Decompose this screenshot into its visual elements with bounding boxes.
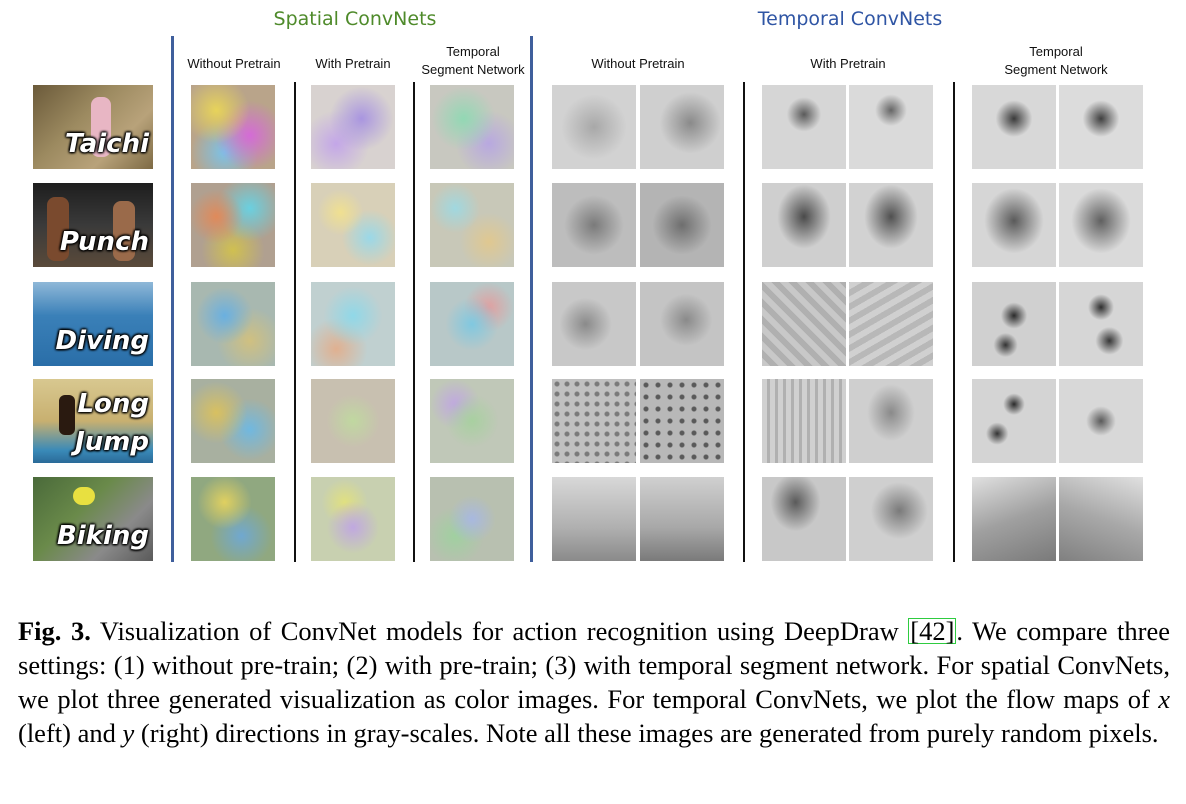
spatial-without-pretrain-taichi bbox=[191, 85, 275, 169]
temporal-tsn-punch-y bbox=[1059, 183, 1143, 267]
spatial-without-pretrain-biking bbox=[191, 477, 275, 561]
temporal-col-header-without-pretrain: Without Pretrain bbox=[591, 56, 685, 71]
temporal-without-pretrain-biking-y bbox=[640, 477, 724, 561]
video-frame-biking: Biking bbox=[33, 477, 153, 561]
temporal-without-pretrain-long-jump-x bbox=[552, 379, 636, 463]
temporal-with-pretrain-punch-x bbox=[762, 183, 846, 267]
spatial-tsn-taichi bbox=[430, 85, 514, 169]
temporal-with-pretrain-taichi-y bbox=[849, 85, 933, 169]
spatial-tsn-long-jump bbox=[430, 379, 514, 463]
spatial-convnets-title: Spatial ConvNets bbox=[273, 8, 437, 30]
temporal-without-pretrain-diving-x bbox=[552, 282, 636, 366]
row-label-diving: Diving bbox=[55, 326, 149, 356]
math-y: y bbox=[122, 718, 135, 748]
divider-spatial-2 bbox=[413, 82, 415, 562]
temporal-without-pretrain-biking-x bbox=[552, 477, 636, 561]
spatial-col-header-without-pretrain: Without Pretrain bbox=[187, 56, 281, 71]
divider-blue-mid bbox=[530, 36, 533, 562]
figure-silhouette bbox=[91, 97, 111, 157]
divider-spatial-1 bbox=[294, 82, 296, 562]
video-frame-long-jump: Long Jump bbox=[33, 379, 153, 463]
temporal-col-header-with-pretrain: With Pretrain bbox=[810, 56, 886, 71]
spatial-with-pretrain-punch bbox=[311, 183, 395, 267]
temporal-tsn-diving-x bbox=[972, 282, 1056, 366]
citation-link[interactable]: [42] bbox=[908, 616, 957, 646]
temporal-without-pretrain-long-jump-y bbox=[640, 379, 724, 463]
temporal-without-pretrain-taichi-y bbox=[640, 85, 724, 169]
temporal-with-pretrain-long-jump-y bbox=[849, 379, 933, 463]
video-frame-taichi: Taichi bbox=[33, 85, 153, 169]
temporal-tsn-biking-y bbox=[1059, 477, 1143, 561]
temporal-without-pretrain-diving-y bbox=[640, 282, 724, 366]
temporal-without-pretrain-punch-y bbox=[640, 183, 724, 267]
spatial-with-pretrain-long-jump bbox=[311, 379, 395, 463]
temporal-with-pretrain-taichi-x bbox=[762, 85, 846, 169]
spatial-tsn-punch bbox=[430, 183, 514, 267]
temporal-tsn-long-jump-y bbox=[1059, 379, 1143, 463]
spatial-without-pretrain-long-jump bbox=[191, 379, 275, 463]
row-label-taichi: Taichi bbox=[65, 129, 149, 159]
rider-helmet bbox=[73, 487, 95, 505]
spatial-without-pretrain-diving bbox=[191, 282, 275, 366]
temporal-with-pretrain-long-jump-x bbox=[762, 379, 846, 463]
temporal-tsn-diving-y bbox=[1059, 282, 1143, 366]
temporal-tsn-biking-x bbox=[972, 477, 1056, 561]
divider-blue-left bbox=[171, 36, 174, 562]
spatial-tsn-biking bbox=[430, 477, 514, 561]
caption-text-4: (right) directions in gray-scales. Note … bbox=[134, 718, 1159, 748]
temporal-tsn-taichi-x bbox=[972, 85, 1056, 169]
spatial-with-pretrain-taichi bbox=[311, 85, 395, 169]
spatial-with-pretrain-diving bbox=[311, 282, 395, 366]
spatial-tsn-diving bbox=[430, 282, 514, 366]
figure-label: Fig. 3. bbox=[18, 616, 91, 646]
temporal-tsn-punch-x bbox=[972, 183, 1056, 267]
caption-text-3: (left) and bbox=[18, 718, 123, 748]
temporal-without-pretrain-taichi-x bbox=[552, 85, 636, 169]
spatial-without-pretrain-punch bbox=[191, 183, 275, 267]
row-label-long-jump: Long Jump bbox=[75, 389, 149, 457]
boxer-2 bbox=[113, 201, 135, 261]
temporal-col-header-tsn: Temporal Segment Network bbox=[1004, 44, 1108, 77]
jumper-silhouette bbox=[59, 395, 75, 435]
temporal-without-pretrain-punch-x bbox=[552, 183, 636, 267]
figure-caption: Fig. 3. Visualization of ConvNet models … bbox=[18, 614, 1170, 750]
spatial-col-header-with-pretrain: With Pretrain bbox=[315, 56, 391, 71]
temporal-with-pretrain-biking-y bbox=[849, 477, 933, 561]
row-label-punch: Punch bbox=[59, 227, 149, 257]
spatial-col-header-tsn: Temporal Segment Network bbox=[421, 44, 525, 77]
divider-temporal-1 bbox=[743, 82, 745, 562]
temporal-with-pretrain-diving-y bbox=[849, 282, 933, 366]
boxer-1 bbox=[47, 197, 69, 261]
caption-text-2: . We compare three settings: (1) without… bbox=[18, 616, 1171, 714]
caption-text-1: Visualization of ConvNet models for acti… bbox=[90, 616, 909, 646]
video-frame-punch: Punch bbox=[33, 183, 153, 267]
video-frame-diving: Diving bbox=[33, 282, 153, 366]
divider-temporal-2 bbox=[953, 82, 955, 562]
temporal-with-pretrain-punch-y bbox=[849, 183, 933, 267]
math-x: x bbox=[1158, 684, 1170, 714]
temporal-tsn-long-jump-x bbox=[972, 379, 1056, 463]
row-label-biking: Biking bbox=[56, 521, 149, 551]
temporal-convnets-title: Temporal ConvNets bbox=[757, 8, 943, 30]
temporal-with-pretrain-diving-x bbox=[762, 282, 846, 366]
temporal-tsn-taichi-y bbox=[1059, 85, 1143, 169]
spatial-with-pretrain-biking bbox=[311, 477, 395, 561]
temporal-with-pretrain-biking-x bbox=[762, 477, 846, 561]
